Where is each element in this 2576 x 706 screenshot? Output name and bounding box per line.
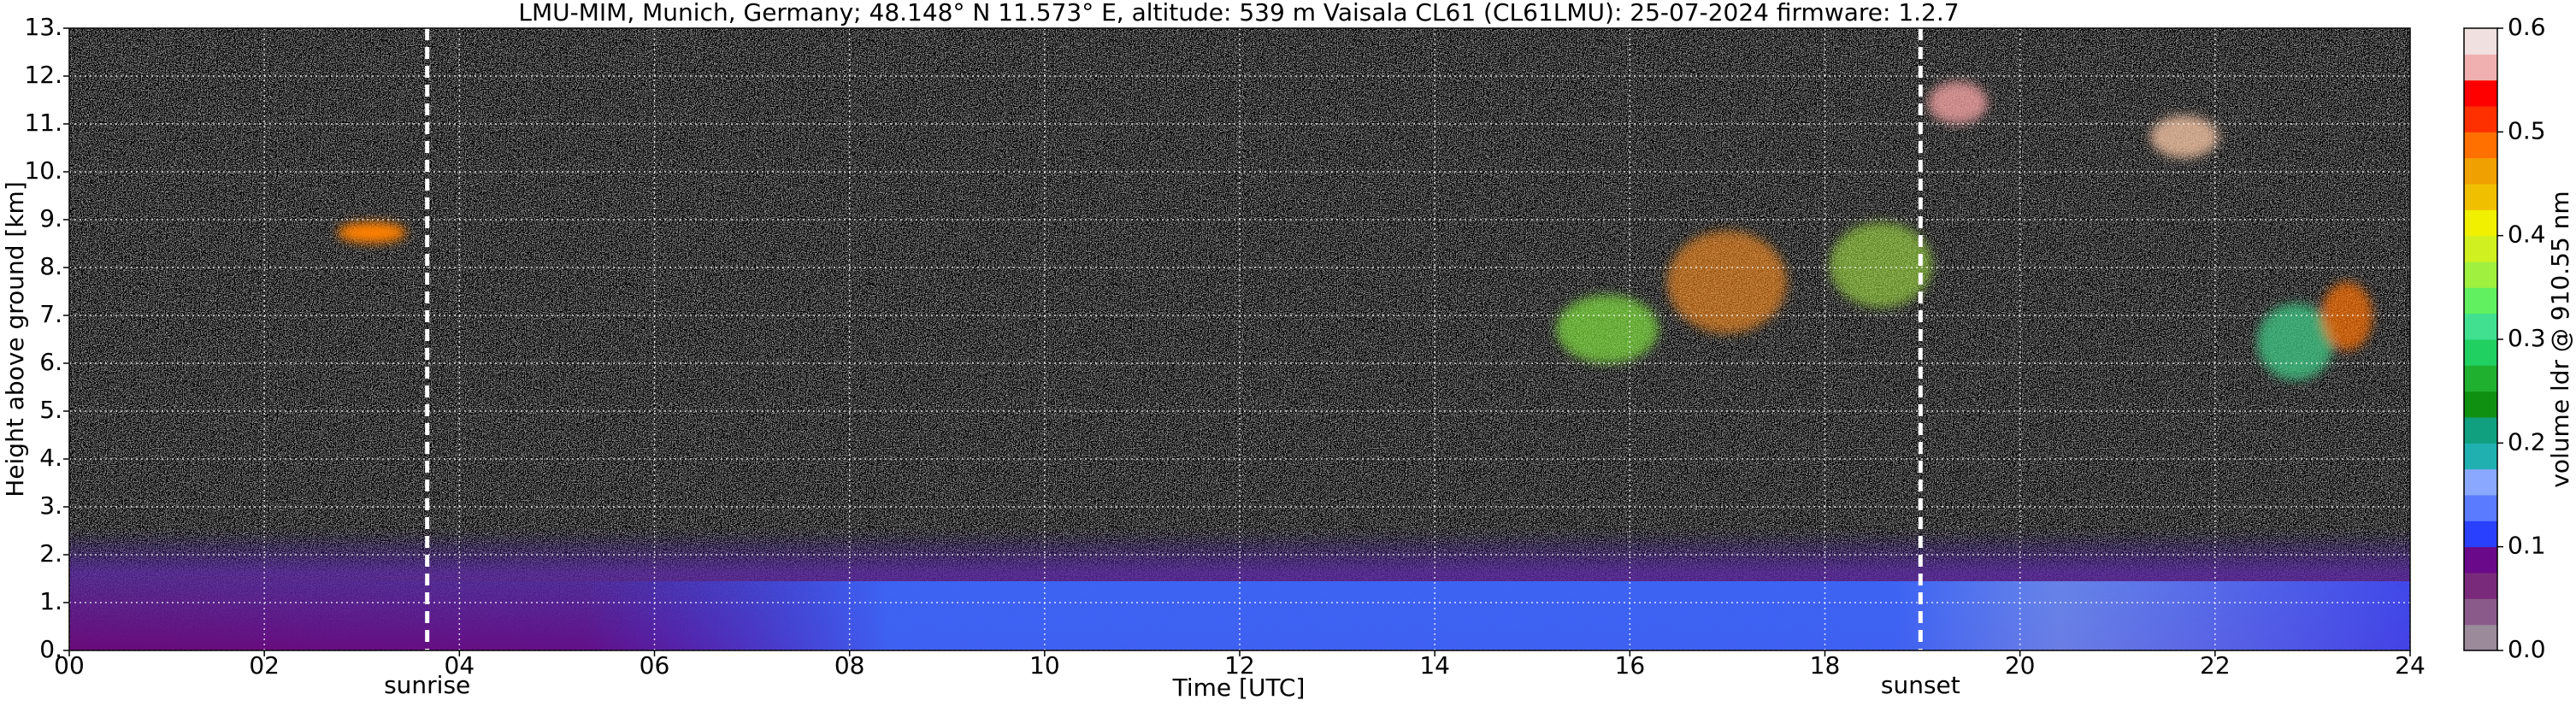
y-tick-label: 1. [39,587,62,615]
colorbar-swatch [2464,391,2497,418]
colorbar-swatch [2464,468,2497,496]
colorbar-swatch [2464,184,2497,210]
colorbar-swatch [2464,624,2497,651]
colorbar-swatch [2464,106,2497,132]
y-tick-label: 6. [39,348,62,376]
colorbar-tick-label: 0.4 [2508,221,2546,249]
y-tick-label: 5. [39,396,62,424]
colorbar-label: volume ldr @ 910.55 nm [2546,191,2574,487]
colorbar-tick-label: 0.6 [2508,13,2546,41]
colorbar-swatch [2464,132,2497,159]
colorbar-swatch [2464,573,2497,599]
y-tick-label: 13. [24,13,62,41]
colorbar-tick-label: 0.5 [2508,116,2546,144]
cloud-features [338,81,2373,380]
chart-title: LMU-MIM, Munich, Germany; 48.148° N 11.5… [518,0,1959,26]
colorbar-swatch [2464,495,2497,521]
colorbar-swatch [2464,287,2497,315]
y-tick-label: 0. [39,635,62,663]
y-tick-label: 10. [24,156,62,185]
colorbar-swatch [2464,79,2497,107]
colorbar-swatch [2464,546,2497,574]
colorbar-swatch [2464,28,2497,55]
annotation-label: sunrise [384,671,470,699]
colorbar-tick-label: 0.3 [2508,324,2546,352]
colorbar-swatch [2464,598,2497,626]
x-axis-label: Time [UTC] [1172,674,1306,702]
y-tick-label: 11. [24,109,62,137]
y-tick-label: 12. [24,61,62,89]
colorbar-swatch [2464,157,2497,185]
colorbar-swatch [2464,54,2497,81]
colorbar-swatch [2464,417,2497,444]
colorbar-swatch [2464,262,2497,288]
y-tick-label: 4. [39,444,62,472]
y-tick-label: 7. [39,300,62,328]
annotation-label: sunset [1881,671,1960,699]
colorbar-swatch [2464,313,2497,340]
colorbar-swatch [2464,521,2497,548]
colorbar-tick-label: 0.1 [2508,532,2546,560]
colorbar-swatch [2464,235,2497,262]
colorbar-swatch [2464,209,2497,237]
y-tick-label: 3. [39,491,62,520]
y-axis-label: Height above ground [km] [1,181,29,497]
y-tick-label: 2. [39,539,62,568]
colorbar-swatch [2464,365,2497,392]
colorbar-tick-label: 0.2 [2508,427,2546,456]
colorbar-swatch [2464,443,2497,470]
y-tick-label: 9. [39,204,62,232]
colorbar-tick-label: 0.0 [2508,635,2546,663]
colorbar-swatch [2464,339,2497,366]
y-tick-label: 8. [39,252,62,280]
plot-frame [68,27,2411,651]
